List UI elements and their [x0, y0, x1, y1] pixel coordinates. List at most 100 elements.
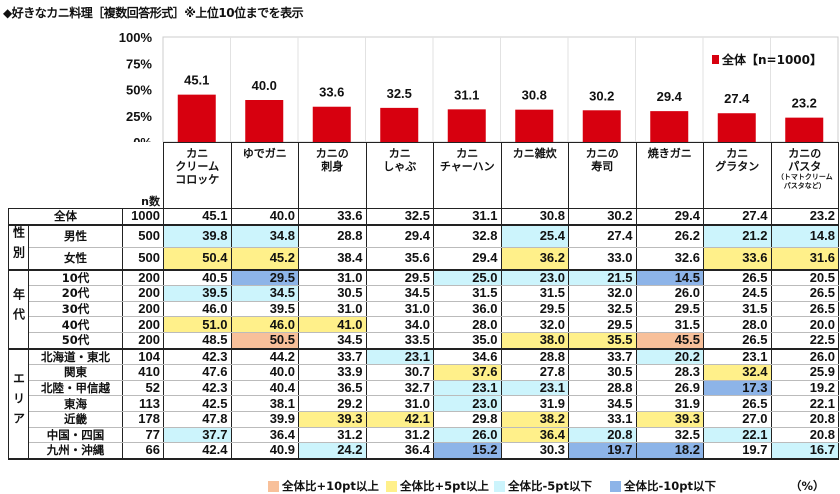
cell-value: 17.3: [703, 380, 772, 397]
cell-value: 39.9: [230, 411, 299, 428]
n-value: 178: [122, 411, 164, 428]
cell-value: 39.8: [163, 224, 232, 248]
color-legend-label: 全体比+5pt以上: [400, 479, 489, 493]
cell-value: 47.6: [163, 364, 232, 381]
cell-value: 31.0: [365, 395, 434, 412]
group-cell: エリア: [8, 348, 29, 460]
column-header: カニ グラタン: [703, 142, 772, 209]
data-label: 40.0: [252, 78, 277, 93]
cell-value: 32.5: [635, 427, 704, 444]
cell-value: 26.5: [703, 332, 772, 350]
cell-value: 20.8: [770, 427, 839, 444]
cell-value: 31.0: [365, 301, 434, 318]
table-row: 東海 113 42.5 38.1 29.2 31.0 23.0 31.9 34.5 31.9 26.…: [9, 395, 839, 412]
cell-value: 19.7: [703, 442, 772, 460]
column-header-line: 寿司: [591, 160, 614, 173]
column-header-line: 刺身: [321, 160, 344, 173]
cell-value: 15.2: [433, 442, 502, 460]
cell-value: 23.1: [433, 380, 502, 397]
data-label: 27.4: [724, 91, 750, 106]
bar: [582, 110, 621, 142]
cell-value: 33.6: [298, 207, 367, 226]
cell-value: 46.0: [163, 301, 232, 318]
cell-value: 31.9: [635, 395, 704, 412]
row-label: 九州・沖縄: [28, 442, 123, 460]
cell-value: 20.8: [568, 427, 637, 444]
group-cell: 年代: [8, 269, 29, 350]
cell-value: 45.5: [635, 332, 704, 350]
table-row: 年代 10代 200 40.5 29.5 31.0 29.5 25.0 23.0 21.5 14.5…: [8, 269, 839, 350]
table-row: 40代 200 51.0 46.0 41.0 34.0 28.0 32.0 29.5 31.5 28…: [9, 316, 839, 333]
cell-value: 37.7: [163, 427, 232, 444]
column-header-line: カニ: [388, 147, 411, 160]
cell-value: 30.5: [568, 364, 637, 381]
cell-value: 31.2: [298, 427, 367, 444]
cell-value: 38.1: [230, 395, 299, 412]
cell-value: 26.0: [770, 348, 839, 366]
cell-value: 30.3: [500, 442, 569, 460]
column-header-line: カニの: [315, 147, 349, 160]
cell-value: 23.1: [365, 348, 434, 366]
cell-value: 37.6: [433, 364, 502, 381]
n-value: 410: [122, 364, 164, 381]
cell-value: 29.5: [500, 301, 569, 318]
cell-value: 31.6: [770, 247, 839, 271]
cell-value: 44.2: [230, 348, 299, 366]
bar: [447, 109, 486, 142]
cell-value: 20.0: [770, 316, 839, 333]
n-value: 200: [122, 269, 164, 287]
cell-value: 20.2: [635, 348, 704, 366]
cell-value: 23.1: [500, 380, 569, 397]
cell-value: 28.8: [500, 348, 569, 366]
cell-value: 26.5: [770, 301, 839, 318]
y-tick-label: 0%: [133, 135, 152, 142]
cell-value: 27.4: [703, 207, 772, 226]
column-header-line: チャーハン: [439, 160, 495, 173]
color-legend-label: 全体比-5pt以下: [508, 479, 593, 493]
cell-value: 35.0: [433, 332, 502, 350]
bar: [380, 107, 419, 142]
color-legend-label: 全体比-10pt以下: [624, 479, 717, 493]
cell-value: 36.2: [500, 247, 569, 271]
row-label: 北陸・甲信越: [28, 380, 123, 397]
n-value: 52: [122, 380, 164, 397]
cell-value: 29.5: [568, 316, 637, 333]
row-label: 50代: [28, 332, 123, 350]
cell-value: 40.0: [230, 207, 299, 226]
data-label: 23.2: [792, 96, 817, 111]
cell-value: 35.6: [365, 247, 434, 271]
cell-value: 14.5: [635, 269, 704, 287]
cell-value: 31.0: [298, 301, 367, 318]
cell-value: 22.5: [770, 332, 839, 350]
row-label: 30代: [28, 301, 123, 318]
chart-legend: 全体【n=1000】: [712, 51, 822, 68]
cell-value: 29.4: [635, 207, 704, 226]
table-row: 性別 男性 500 39.8 34.8 28.8 29.4 32.8 25.4 27.4 26.2 2…: [8, 224, 839, 271]
cell-value: 36.0: [433, 301, 502, 318]
cell-value: 50.4: [163, 247, 232, 271]
cell-value: 26.0: [433, 427, 502, 444]
data-label: 30.2: [589, 88, 614, 103]
cell-value: 33.5: [365, 332, 434, 350]
column-header: カニの 寿司: [568, 142, 637, 209]
cell-value: 38.4: [298, 247, 367, 271]
cell-value: 14.8: [770, 224, 839, 248]
cell-value: 47.8: [163, 411, 232, 428]
color-legend-item: 全体比-10pt以下: [610, 478, 716, 494]
cell-value: 28.3: [635, 364, 704, 381]
cell-value: 38.2: [500, 411, 569, 428]
row-label: 近畿: [28, 411, 123, 428]
data-label: 30.8: [522, 88, 547, 103]
cell-value: 30.7: [365, 364, 434, 381]
cell-value: 34.0: [365, 316, 434, 333]
column-header-note: （トマトクリーム: [776, 173, 833, 181]
row-label: 東海: [28, 395, 123, 412]
cell-value: 32.4: [703, 364, 772, 381]
cell-value: 25.0: [433, 269, 502, 287]
color-swatch: [386, 480, 397, 492]
row-label: 男性: [28, 224, 123, 248]
cell-value: 32.5: [365, 207, 434, 226]
cell-value: 46.0: [230, 316, 299, 333]
column-header-line: カニ: [726, 147, 749, 160]
column-header-line: カニ: [186, 147, 209, 160]
